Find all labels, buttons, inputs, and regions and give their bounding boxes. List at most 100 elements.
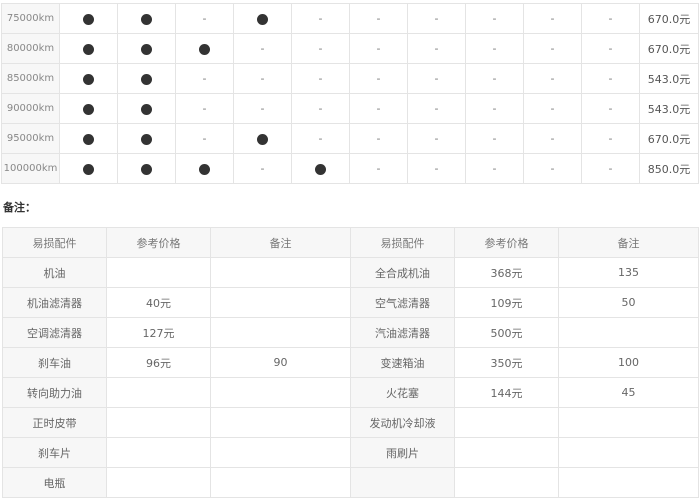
service-required-cell	[117, 153, 176, 184]
price-cell: 543.0元	[639, 63, 699, 94]
service-none-cell: -	[233, 93, 292, 124]
part-name-cell: 变速箱油	[350, 347, 455, 378]
remark-cell	[558, 437, 699, 468]
dot-icon	[315, 163, 326, 175]
service-required-cell	[233, 3, 292, 34]
service-none-cell: -	[233, 63, 292, 94]
service-required-cell	[175, 153, 234, 184]
remark-cell	[210, 317, 351, 348]
service-none-cell: -	[175, 123, 234, 154]
mileage-cell: 80000km	[1, 33, 60, 64]
ref-price-cell: 144元	[454, 377, 559, 408]
part-name-cell: 电瓶	[2, 467, 107, 498]
service-required-cell	[59, 63, 118, 94]
column-header: 备注	[558, 227, 699, 258]
schedule-row: 95000km - - - - - - -670.0元	[1, 123, 699, 154]
ref-price-cell	[106, 437, 211, 468]
service-none-cell: -	[407, 63, 466, 94]
price-cell: 670.0元	[639, 33, 699, 64]
ref-price-cell	[106, 377, 211, 408]
note-label: 备注：	[3, 201, 36, 214]
ref-price-cell: 127元	[106, 317, 211, 348]
column-header: 易损配件	[350, 227, 455, 258]
remark-cell	[558, 467, 699, 498]
remark-cell	[558, 317, 699, 348]
schedule-row: 90000km - - - - - - - -543.0元	[1, 93, 699, 124]
mileage-cell: 75000km	[1, 3, 60, 34]
schedule-row: 80000km - - - - - - -670.0元	[1, 33, 699, 64]
price-cell: 850.0元	[639, 153, 699, 184]
ref-price-cell	[106, 467, 211, 498]
service-none-cell: -	[407, 153, 466, 184]
part-name-cell: 雨刷片	[350, 437, 455, 468]
mileage-cell: 85000km	[1, 63, 60, 94]
column-header: 易损配件	[2, 227, 107, 258]
service-none-cell: -	[465, 123, 524, 154]
service-none-cell: -	[581, 33, 640, 64]
dot-icon	[83, 13, 94, 25]
service-none-cell: -	[291, 33, 350, 64]
service-required-cell	[59, 3, 118, 34]
table-row: 刹车油 96元 90 变速箱油 350元 100	[2, 347, 699, 378]
dot-icon	[141, 13, 152, 25]
service-required-cell	[117, 123, 176, 154]
remark-cell: 90	[210, 347, 351, 378]
service-none-cell: -	[581, 63, 640, 94]
service-none-cell: -	[465, 153, 524, 184]
service-required-cell	[59, 93, 118, 124]
dot-icon	[199, 163, 210, 175]
service-none-cell: -	[349, 63, 408, 94]
price-cell: 670.0元	[639, 3, 699, 34]
mileage-cell: 95000km	[1, 123, 60, 154]
service-none-cell: -	[175, 3, 234, 34]
ref-price-cell: 109元	[454, 287, 559, 318]
ref-price-cell	[454, 467, 559, 498]
part-name-cell: 空气滤清器	[350, 287, 455, 318]
ref-price-cell	[454, 407, 559, 438]
service-none-cell: -	[349, 153, 408, 184]
remark-cell: 45	[558, 377, 699, 408]
schedule-row: 85000km - - - - - - - -543.0元	[1, 63, 699, 94]
service-required-cell	[117, 3, 176, 34]
service-none-cell: -	[465, 33, 524, 64]
dot-icon	[141, 103, 152, 115]
remark-cell	[210, 287, 351, 318]
ref-price-cell: 40元	[106, 287, 211, 318]
schedule-row: 75000km - - - - - - -670.0元	[1, 3, 699, 34]
remark-cell	[210, 407, 351, 438]
table-row: 电瓶	[2, 467, 699, 498]
dot-icon	[141, 43, 152, 55]
dot-icon	[83, 163, 94, 175]
service-none-cell: -	[581, 123, 640, 154]
dot-icon	[141, 163, 152, 175]
service-none-cell: -	[523, 153, 582, 184]
table-row: 机油 全合成机油 368元 135	[2, 257, 699, 288]
column-header: 备注	[210, 227, 351, 258]
header-row: 易损配件 参考价格 备注 易损配件 参考价格 备注	[2, 227, 699, 258]
dot-icon	[257, 13, 268, 25]
service-none-cell: -	[291, 3, 350, 34]
service-none-cell: -	[465, 93, 524, 124]
service-none-cell: -	[465, 3, 524, 34]
service-none-cell: -	[465, 63, 524, 94]
service-none-cell: -	[175, 93, 234, 124]
ref-price-cell	[106, 407, 211, 438]
remark-cell: 100	[558, 347, 699, 378]
column-header: 参考价格	[106, 227, 211, 258]
service-none-cell: -	[523, 33, 582, 64]
service-none-cell: -	[407, 33, 466, 64]
service-none-cell: -	[523, 63, 582, 94]
price-cell: 670.0元	[639, 123, 699, 154]
service-none-cell: -	[349, 93, 408, 124]
service-required-cell	[59, 153, 118, 184]
remark-cell	[210, 467, 351, 498]
part-name-cell: 发动机冷却液	[350, 407, 455, 438]
service-none-cell: -	[407, 93, 466, 124]
service-none-cell: -	[349, 123, 408, 154]
remark-cell: 50	[558, 287, 699, 318]
service-required-cell	[117, 63, 176, 94]
service-required-cell	[59, 123, 118, 154]
service-none-cell: -	[233, 33, 292, 64]
part-name-cell: 转向助力油	[2, 377, 107, 408]
wear-parts-table: 易损配件 参考价格 备注 易损配件 参考价格 备注 机油 全合成机油 368元 135 机油滤清器 4…	[2, 227, 699, 498]
